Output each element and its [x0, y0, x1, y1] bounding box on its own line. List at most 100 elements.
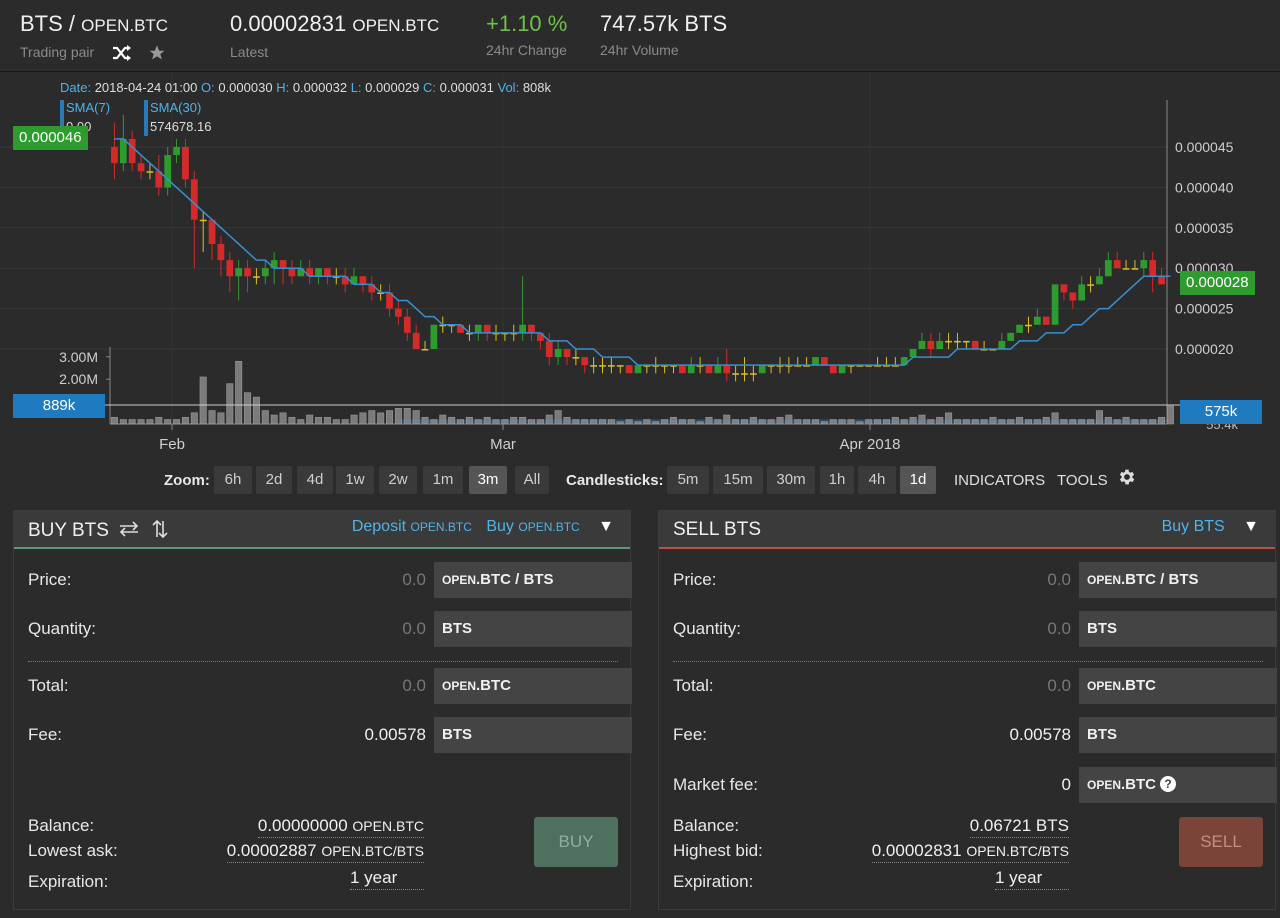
ohlc-close-label: C:: [423, 80, 437, 95]
help-icon[interactable]: ?: [1160, 776, 1177, 792]
sell-fee-unit[interactable]: BTS: [1079, 717, 1277, 753]
deposit-link[interactable]: Deposit OPEN.BTC: [351, 518, 472, 535]
zoom-1w-button[interactable]: 1w: [336, 466, 374, 494]
candle-body: [261, 268, 269, 277]
buy-quote-link[interactable]: Buy OPEN.BTC: [486, 518, 580, 535]
volume-bar: [705, 416, 713, 425]
volume-bar: [882, 419, 890, 425]
volume-block: 747.57k BTS 24hr Volume: [600, 10, 727, 58]
volume-bar: [173, 419, 181, 425]
volume-bar: [332, 419, 340, 425]
sell-quantity-input[interactable]: 0.0: [835, 611, 1079, 647]
candle-body: [1104, 260, 1112, 277]
price-chart[interactable]: 0.000045 0.000040 0.000035 0.000030 0.000025…: [0, 72, 1280, 462]
trading-pair[interactable]: BTS / OPEN.BTC: [20, 10, 168, 40]
buy-fee-unit[interactable]: BTS: [434, 717, 632, 753]
volume-bar: [590, 419, 598, 425]
volume-bar: [119, 419, 127, 425]
candle-body: [359, 276, 367, 285]
volume-bar: [448, 416, 456, 425]
sell-balance-value[interactable]: 0.06721 BTS: [969, 816, 1069, 838]
volume-bar: [989, 416, 997, 425]
candle-15m-button[interactable]: 15m: [713, 466, 763, 494]
candle-body: [741, 373, 748, 375]
caret-down-icon[interactable]: ▼: [1243, 518, 1259, 535]
sma30-legend[interactable]: SMA(30) 574678.16: [144, 100, 211, 136]
sell-panel-header: SELL BTS Buy BTS ▼: [659, 511, 1275, 549]
ohlc-low: 0.000029: [365, 80, 420, 95]
candle-body: [244, 268, 251, 277]
sma7-label: SMA(7): [66, 100, 111, 115]
sell-price-unit: OPEN.BTC / BTS: [1079, 562, 1277, 598]
sell-price-input[interactable]: 0.0: [835, 562, 1079, 598]
candle-body: [962, 340, 970, 343]
zoom-4d-button[interactable]: 4d: [297, 466, 333, 494]
candle-body: [421, 349, 429, 351]
volume-bar: [962, 419, 970, 425]
zoom-6h-button[interactable]: 6h: [214, 466, 252, 494]
chart-canvas[interactable]: 0.000045 0.000040 0.000035 0.000030 0.000025…: [0, 72, 1280, 462]
highest-bid-value[interactable]: 0.00002831 OPEN.BTC/BTS: [871, 841, 1069, 863]
sell-total-input[interactable]: 0.0: [835, 668, 1079, 704]
candle-body: [315, 268, 322, 277]
candle-4h-button[interactable]: 4h: [858, 466, 896, 494]
volume-bar: [403, 408, 411, 425]
gear-icon[interactable]: [1117, 467, 1137, 487]
price-tick-label: 0.000035: [1175, 220, 1234, 236]
shuffle-icon[interactable]: [112, 45, 132, 62]
zoom-all-button[interactable]: All: [515, 466, 549, 494]
volume-bar: [945, 412, 953, 425]
volume-bar: [323, 416, 331, 425]
candle-body: [217, 243, 225, 261]
candle-body: [812, 357, 819, 366]
candle-body: [457, 324, 464, 333]
zoom-3m-button[interactable]: 3m: [469, 466, 507, 494]
price-tick-label: 0.000025: [1175, 301, 1234, 317]
zoom-2w-button[interactable]: 2w: [379, 466, 417, 494]
buy-total-input[interactable]: 0.0: [190, 668, 434, 704]
sell-expiration-select[interactable]: 1 year: [995, 868, 1069, 890]
star-icon[interactable]: [148, 44, 166, 62]
candle-1h-button[interactable]: 1h: [820, 466, 854, 494]
buy-expiration-select[interactable]: 1 year: [350, 868, 424, 890]
volume-bar: [235, 360, 243, 425]
buy-quantity-label: Quantity:: [28, 619, 97, 638]
sell-button[interactable]: SELL: [1179, 817, 1263, 867]
candle-30m-button[interactable]: 30m: [767, 466, 815, 494]
zoom-1m-button[interactable]: 1m: [423, 466, 463, 494]
buy-button[interactable]: BUY: [534, 817, 618, 867]
lowest-ask-value[interactable]: 0.00002887 OPEN.BTC/BTS: [226, 841, 424, 863]
volume-bar: [900, 419, 908, 425]
zoom-2d-button[interactable]: 2d: [256, 466, 292, 494]
flip-icon[interactable]: [151, 519, 168, 539]
volume-bar: [723, 414, 731, 425]
pair-separator: /: [68, 11, 76, 36]
buy-fee-value: 0.00578: [190, 717, 434, 753]
candle-1d-button[interactable]: 1d: [900, 466, 936, 494]
indicators-button[interactable]: INDICATORS: [954, 472, 1046, 489]
volume-bar: [927, 419, 935, 425]
latest-label: Latest: [230, 44, 269, 60]
tools-button[interactable]: TOOLS: [1057, 472, 1108, 489]
volume-bar: [599, 419, 606, 425]
volume-bar: [226, 383, 234, 425]
candle-5m-button[interactable]: 5m: [667, 466, 709, 494]
swap-icon[interactable]: [118, 521, 140, 537]
candle-body: [1149, 260, 1157, 277]
volume-bar: [1087, 419, 1095, 425]
caret-down-icon[interactable]: ▼: [598, 518, 614, 535]
buy-quantity-input[interactable]: 0.0: [190, 611, 434, 647]
volume-bar: [501, 419, 509, 425]
last-price-tag: 0.000028: [1180, 271, 1255, 295]
volume-bar: [811, 419, 819, 425]
candle-body: [297, 268, 305, 277]
candle-body: [572, 357, 580, 359]
volume-bar: [820, 421, 828, 425]
buy-price-input[interactable]: 0.0: [190, 562, 434, 598]
latest-price-block: 0.00002831 OPEN.BTC Latest: [230, 10, 439, 60]
sell-total-row: Total: 0.0 OPEN.BTC: [673, 668, 1277, 704]
candle-body: [324, 268, 331, 277]
buy-balance-value[interactable]: 0.00000000 OPEN.BTC: [257, 816, 424, 838]
candle-body: [403, 316, 411, 333]
buy-base-link[interactable]: Buy BTS: [1161, 518, 1225, 535]
